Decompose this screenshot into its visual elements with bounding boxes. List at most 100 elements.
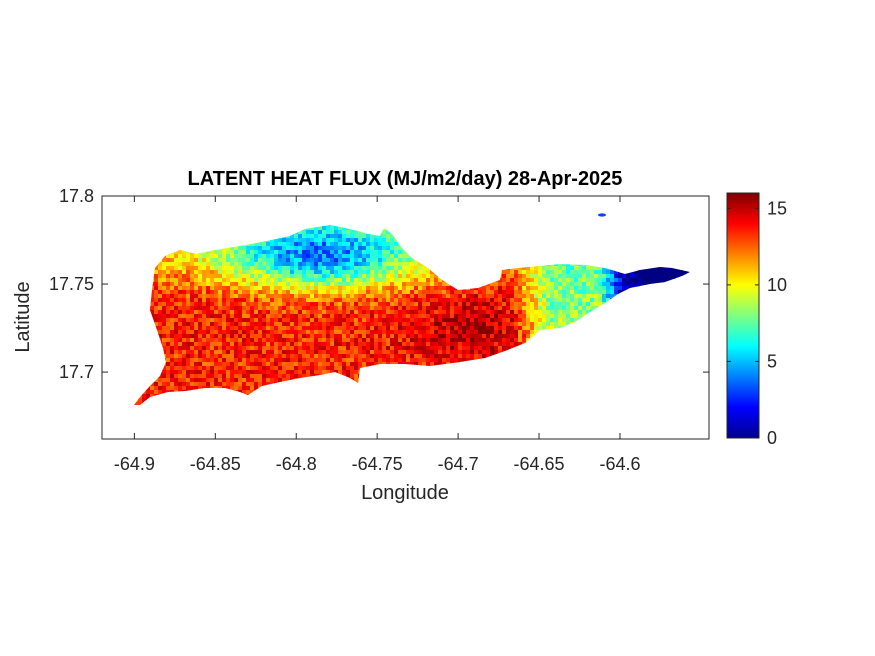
heatmap-cell [542, 246, 547, 251]
heatmap-cell [594, 358, 599, 363]
heatmap-cell [350, 270, 355, 275]
heatmap-cell [218, 310, 223, 315]
heatmap-cell [674, 334, 679, 339]
heatmap-cell [182, 242, 187, 247]
heatmap-cell [506, 302, 511, 307]
heatmap-cell [654, 294, 659, 299]
heatmap-cell [450, 358, 455, 363]
heatmap-cell [398, 278, 403, 283]
heatmap-cell [662, 330, 667, 335]
heatmap-cell [382, 234, 387, 239]
heatmap-cell [282, 318, 287, 323]
heatmap-cell [178, 314, 183, 319]
heatmap-cell [602, 354, 607, 359]
heatmap-cell [198, 290, 203, 295]
heatmap-cell [622, 226, 627, 231]
heatmap-cell [246, 314, 251, 319]
heatmap-cell [166, 294, 171, 299]
heatmap-cell [274, 346, 279, 351]
heatmap-cell [214, 314, 219, 319]
heatmap-cell [486, 250, 491, 255]
heatmap-cell [402, 282, 407, 287]
heatmap-cell [634, 330, 639, 335]
heatmap-cell [146, 278, 151, 283]
heatmap-cell [366, 234, 371, 239]
heatmap-cell [426, 278, 431, 283]
heatmap-cell [610, 258, 615, 263]
heatmap-cell [674, 225, 679, 227]
heatmap-cell [546, 294, 551, 299]
heatmap-cell [506, 298, 511, 303]
heatmap-cell [626, 270, 631, 275]
heatmap-cell [154, 342, 159, 347]
heatmap-cell [602, 282, 607, 287]
heatmap-cell [494, 266, 499, 271]
heatmap-cell [470, 322, 475, 327]
heatmap-cell [630, 254, 635, 259]
heatmap-cell [454, 262, 459, 267]
heatmap-cell [426, 354, 431, 359]
heatmap-cell [502, 246, 507, 251]
heatmap-cell [178, 302, 183, 307]
heatmap-cell [290, 242, 295, 247]
heatmap-cell [662, 262, 667, 267]
heatmap-cell [534, 278, 539, 283]
heatmap-cell [354, 342, 359, 347]
heatmap-cell [522, 294, 527, 299]
heatmap-cell [626, 358, 631, 363]
heatmap-cell [134, 314, 139, 319]
heatmap-cell [154, 238, 159, 243]
heatmap-cell [314, 294, 319, 299]
heatmap-cell [598, 278, 603, 283]
heatmap-cell [442, 302, 447, 307]
heatmap-cell [146, 286, 151, 291]
heatmap-cell [326, 278, 331, 283]
heatmap-cell [506, 354, 511, 359]
heatmap-cell [554, 298, 559, 303]
heatmap-cell [226, 338, 231, 343]
heatmap-cell [414, 338, 419, 343]
heatmap-cell [574, 262, 579, 267]
heatmap-cell [466, 286, 471, 291]
heatmap-cell [146, 354, 151, 359]
heatmap-cell [686, 298, 690, 303]
heatmap-cell [358, 262, 363, 267]
heatmap-cell [602, 322, 607, 327]
heatmap-cell [290, 338, 295, 343]
heatmap-cell [354, 302, 359, 307]
heatmap-cell [578, 242, 583, 247]
heatmap-cell [290, 234, 295, 239]
heatmap-cell [554, 238, 559, 243]
heatmap-cell [226, 294, 231, 299]
heatmap-cell [682, 314, 687, 319]
heatmap-cell [574, 350, 579, 355]
heatmap-cell [318, 314, 323, 319]
heatmap-cell [574, 342, 579, 347]
heatmap-cell [478, 266, 483, 271]
heatmap-cell [242, 238, 247, 243]
heatmap-cell [482, 294, 487, 299]
heatmap-cell [634, 226, 639, 231]
heatmap-cell [154, 310, 159, 315]
heatmap-cell [670, 298, 675, 303]
heatmap-cell [510, 314, 515, 319]
heatmap-cell [602, 346, 607, 351]
heatmap-cell [138, 294, 143, 299]
heatmap-cell [642, 354, 647, 359]
heatmap-cell [246, 290, 251, 295]
heatmap-cell [226, 225, 231, 227]
heatmap-cell [274, 286, 279, 291]
heatmap-cell [266, 238, 271, 243]
heatmap-cell [678, 254, 683, 259]
heatmap-cell [510, 358, 515, 363]
heatmap-cell [206, 270, 211, 275]
heatmap-cell [558, 322, 563, 327]
heatmap-cell [654, 225, 659, 227]
heatmap-cell [306, 350, 311, 355]
heatmap-cell [318, 362, 323, 367]
heatmap-cell [210, 226, 215, 231]
heatmap-cell [530, 274, 535, 279]
heatmap-cell [174, 338, 179, 343]
heatmap-cell [510, 350, 515, 355]
heatmap-cell [354, 226, 359, 231]
